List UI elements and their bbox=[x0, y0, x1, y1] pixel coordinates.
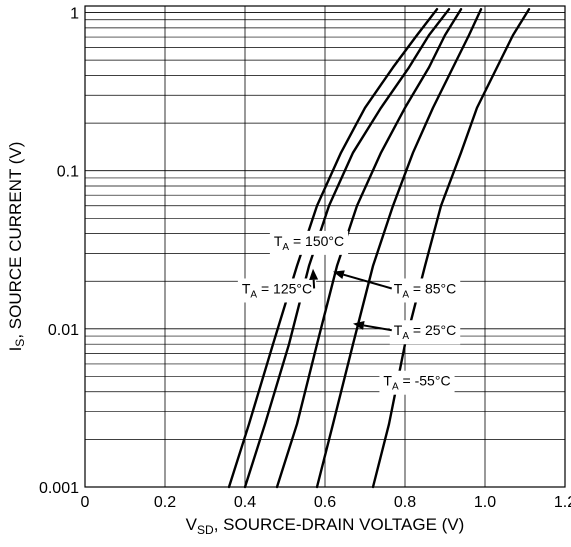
plot-frame bbox=[84, 5, 566, 488]
series-line-2 bbox=[275, 7, 463, 489]
series-label-prefix: T bbox=[242, 280, 251, 296]
series-line-3 bbox=[315, 7, 483, 489]
x-tick-label: 0 bbox=[81, 494, 90, 511]
series-label-3: TA = 25°C bbox=[353, 320, 461, 345]
series-label-subscript: A bbox=[402, 331, 409, 342]
x-tick-label: 0.2 bbox=[154, 494, 176, 511]
series-label-text: TA = 125°C bbox=[242, 280, 312, 300]
series-label-text: TA = -55°C bbox=[383, 373, 450, 393]
series-label-1: TA = 125°C bbox=[237, 268, 319, 303]
series-label-prefix: T bbox=[274, 233, 283, 249]
series-label-text: TA = 25°C bbox=[394, 322, 456, 342]
series-label-suffix: = -55°C bbox=[399, 373, 451, 389]
x-tick-label: 1.2 bbox=[554, 494, 571, 511]
series-label-subscript: A bbox=[392, 382, 399, 393]
series-line-1 bbox=[243, 7, 451, 489]
x-tick-label: 0.6 bbox=[314, 494, 336, 511]
series-label-subscript: A bbox=[402, 289, 409, 300]
annotation-arrow-head bbox=[353, 320, 365, 330]
y-axis-title: IS, SOURCE CURRENT (V) bbox=[6, 142, 27, 352]
series-label-0: TA = 150°C bbox=[269, 230, 349, 255]
annotation-arrow-head bbox=[309, 268, 319, 280]
x-tick-label: 0.8 bbox=[394, 494, 416, 511]
series-label-suffix: = 25°C bbox=[409, 322, 456, 338]
series-label-bg bbox=[389, 320, 461, 345]
x-axis-title-suffix: , SOURCE-DRAIN VOLTAGE (V) bbox=[214, 515, 465, 534]
y-tick-label: 0.1 bbox=[57, 164, 79, 181]
y-tick-label: 1 bbox=[70, 6, 79, 23]
series-line-0 bbox=[227, 7, 439, 489]
series-label-4: TA = -55°C bbox=[379, 370, 455, 395]
y-axis-title-prefix: I bbox=[6, 347, 25, 352]
x-axis-title: VSD, SOURCE-DRAIN VOLTAGE (V) bbox=[186, 515, 465, 537]
annotation-arrow-shaft bbox=[363, 324, 392, 332]
series-label-bg bbox=[237, 278, 317, 303]
series-label-bg bbox=[269, 230, 349, 255]
series-label-suffix: = 85°C bbox=[409, 280, 456, 296]
series-label-subscript: A bbox=[250, 289, 257, 300]
series-label-suffix: = 150°C bbox=[289, 233, 344, 249]
annotation-arrow-shaft bbox=[343, 273, 393, 290]
y-tick-label: 0.001 bbox=[39, 480, 79, 497]
y-axis-title-suffix: , SOURCE CURRENT (V) bbox=[6, 142, 25, 339]
series-label-prefix: T bbox=[383, 373, 392, 389]
annotation-arrow-head bbox=[333, 270, 345, 279]
series-label-bg bbox=[389, 278, 461, 303]
x-axis-title-subscript: SD bbox=[197, 523, 214, 537]
tick-layer: 0 0.2 0.4 0.6 0.8 1.0 1.2 0.001 0.01 0.1 1 bbox=[39, 6, 571, 511]
y-tick-label: 0.01 bbox=[48, 322, 79, 339]
series-label-text: TA = 150°C bbox=[274, 233, 344, 253]
series-label-prefix: T bbox=[394, 280, 403, 296]
x-tick-label: 0.4 bbox=[234, 494, 256, 511]
series-label-2: TA = 85°C bbox=[333, 270, 461, 303]
series-label-subscript: A bbox=[282, 242, 289, 253]
series-label-bg bbox=[379, 370, 455, 395]
y-axis-title-subscript: S bbox=[13, 339, 27, 347]
series-line-4 bbox=[371, 7, 531, 489]
series-label-suffix: = 125°C bbox=[257, 280, 312, 296]
annotation-layer: TA = 150°CTA = 125°C TA = 85°CTA = 25°CTA… bbox=[237, 230, 461, 395]
x-tick-label: 1.0 bbox=[474, 494, 496, 511]
annotation-arrow-shaft bbox=[312, 279, 316, 289]
series-layer bbox=[227, 7, 531, 489]
series-label-prefix: T bbox=[394, 322, 403, 338]
x-axis-title-prefix: V bbox=[186, 515, 198, 534]
series-label-text: TA = 85°C bbox=[394, 280, 456, 300]
